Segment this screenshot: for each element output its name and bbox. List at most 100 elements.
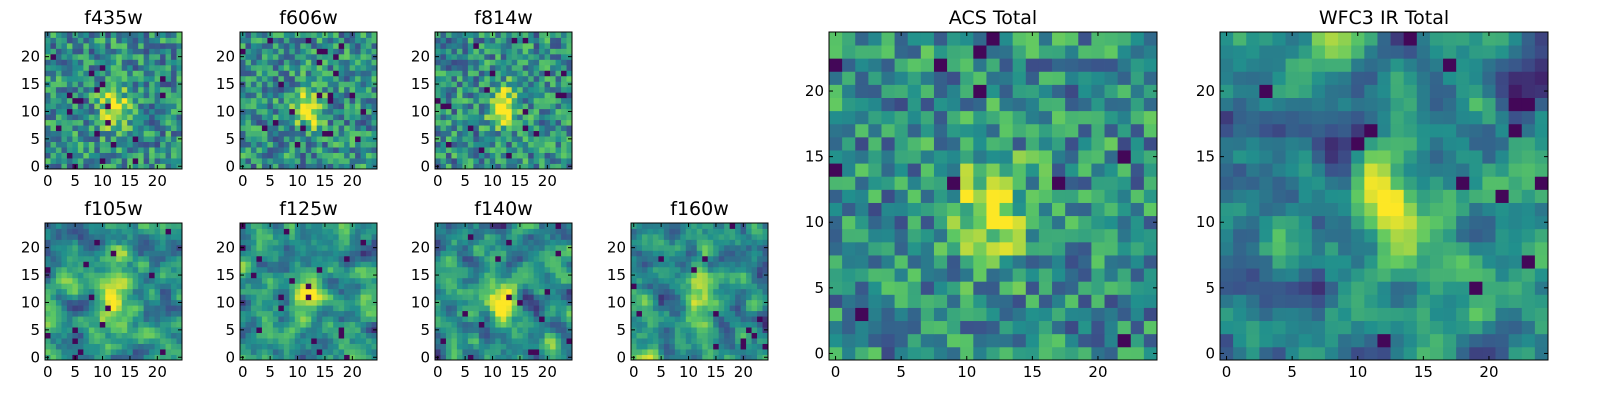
heatmap-cell [176,250,183,257]
heatmap-cell [349,158,356,164]
heatmap-cell [261,266,268,273]
heatmap-cell [729,288,736,295]
heatmap-cell [663,250,670,257]
heatmap-cell [165,59,172,66]
heatmap-cell [1052,346,1066,361]
heatmap-cell [636,354,643,361]
heatmap-cell [663,233,670,240]
heatmap-cell [160,125,166,132]
heatmap-cell [355,250,361,257]
heatmap-cell [50,64,57,71]
heatmap-cell [171,42,177,49]
heatmap-cell [473,125,480,132]
heatmap-cell [456,305,463,312]
heatmap-cell [550,349,556,355]
heatmap-cell [960,163,974,177]
heatmap-cell [272,86,279,93]
heatmap-cell [132,53,139,60]
heatmap-cell [517,81,524,88]
heatmap-cell [72,321,79,328]
heatmap-cell [267,70,274,77]
heatmap-cell [506,119,513,126]
heatmap-cell [652,239,659,246]
heatmap-cell [539,152,545,159]
heatmap-cell [757,277,763,284]
heatmap-cell [933,307,948,322]
heatmap-cell [322,86,329,93]
heatmap-cell [1104,281,1119,295]
heatmap-cell [729,332,736,339]
heatmap-cell [702,338,709,344]
heatmap-cell [456,261,463,268]
heatmap-cell [149,75,155,82]
heatmap-cell [868,228,882,243]
heatmap-cell [160,42,166,49]
heatmap-cell [105,266,112,273]
heatmap-cell [250,294,257,301]
heatmap-cell [462,310,469,317]
heatmap-cell [735,294,741,301]
heatmap-cell [999,268,1014,282]
heatmap-cell [149,255,155,262]
heatmap-cell [176,64,183,71]
heatmap-cell [868,176,882,190]
heatmap-cell [45,283,51,290]
heatmap-cell [154,37,161,44]
heatmap-cell [300,125,307,132]
heatmap-cell [72,233,79,240]
heatmap-cell [327,92,334,99]
heatmap-cell [322,75,329,82]
heatmap-cell [110,223,117,229]
heatmap-cell [327,266,334,273]
heatmap-cell [267,250,274,257]
heatmap-cell [528,272,535,279]
heatmap-cell [522,92,529,99]
heatmap-cell [933,150,948,164]
heatmap-cell [691,299,698,306]
heatmap-cell [707,244,714,251]
heatmap-cell [72,266,79,273]
heatmap-cell [555,125,562,132]
heatmap-cell [445,163,452,170]
heatmap-cell [724,255,731,262]
heatmap-cell [544,321,551,328]
heatmap-cell [920,346,935,361]
heatmap-cell [138,261,145,268]
heatmap-cell [294,310,301,317]
heatmap-cell [154,75,161,82]
heatmap-cell [45,92,51,99]
heatmap-cell [484,283,491,290]
heatmap-cell [544,92,551,99]
heatmap-cell [674,277,681,284]
heatmap-cell [171,48,177,55]
heatmap-cell [165,163,172,170]
heatmap-cell [50,42,57,49]
heatmap-cell [435,255,441,262]
heatmap-cell [685,250,692,257]
heatmap-cell [127,64,134,71]
heatmap-cell [544,152,551,159]
heatmap-cell [1104,320,1119,335]
heatmap-cell [50,283,57,290]
heatmap-cell [751,244,758,251]
heatmap-cell [435,343,441,350]
heatmap-cell [283,125,290,132]
heatmap-cell [176,152,183,159]
heatmap-cell [165,136,172,142]
heatmap-cell [550,338,556,344]
heatmap-cell [160,70,166,77]
heatmap-cell [83,310,90,317]
heatmap-cell [355,283,361,290]
heatmap-cell [261,288,268,295]
heatmap-cell [261,327,268,333]
heatmap-cell [555,70,562,77]
heatmap-cell [1091,307,1105,322]
heatmap-cell [154,48,161,55]
heatmap-cell [566,283,573,290]
heatmap-cell [495,250,502,257]
heatmap-cell [360,141,367,148]
heatmap-cell [500,223,507,229]
heatmap-cell [511,277,518,284]
heatmap-cell [561,32,567,38]
heatmap-cell [522,288,529,295]
